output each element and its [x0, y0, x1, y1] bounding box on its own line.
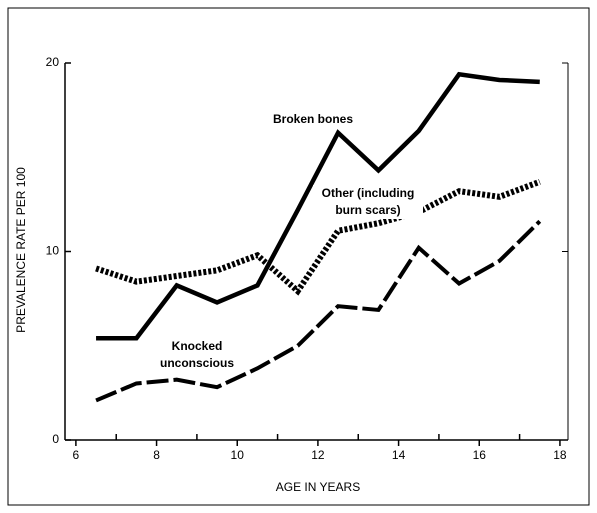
y-tick-label: 0	[52, 432, 59, 446]
series-label: Other (including burn scars)	[313, 185, 423, 219]
line-series	[95, 219, 542, 403]
x-tick-label: 6	[73, 448, 80, 462]
x-tick-label: 18	[553, 448, 567, 462]
y-axis-label: PREVALENCE RATE PER 100	[14, 167, 28, 333]
x-tick-label: 8	[153, 448, 160, 462]
x-axis-label: AGE IN YEARS	[276, 480, 360, 494]
x-tick-label: 14	[392, 448, 406, 462]
x-tick-label: 10	[231, 448, 245, 462]
series-label: Knocked unconscious	[157, 338, 237, 372]
x-tick-label: 12	[311, 448, 325, 462]
line-series	[95, 178, 541, 296]
series-label: Broken bones	[258, 111, 368, 128]
y-tick-label: 10	[46, 244, 60, 258]
x-tick-label: 16	[473, 448, 487, 462]
y-tick-label: 20	[46, 55, 60, 69]
frame	[7, 7, 590, 506]
line-series	[96, 71, 540, 341]
